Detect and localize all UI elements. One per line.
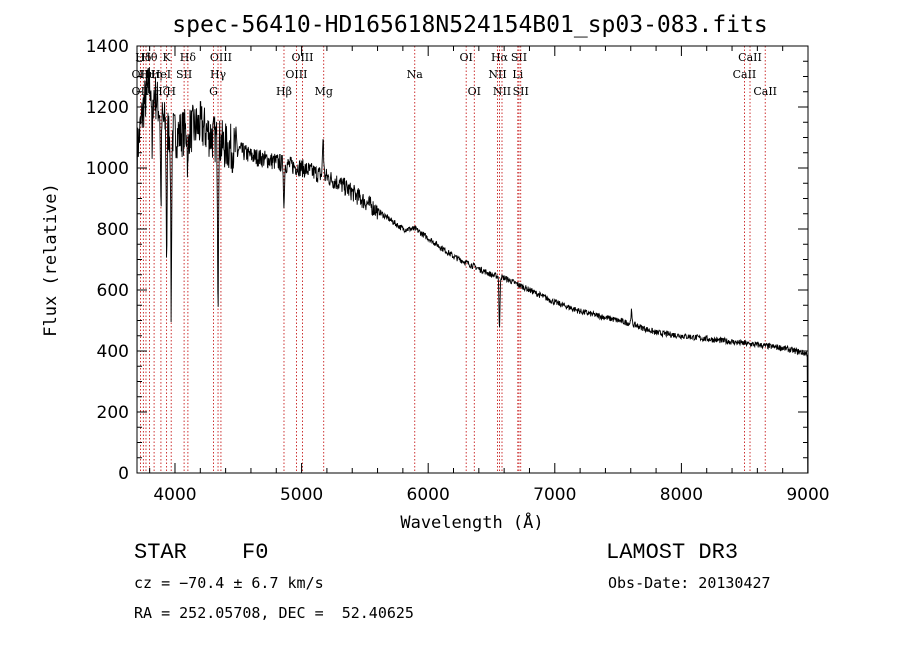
survey-name: LAMOST DR3	[606, 540, 739, 565]
x-axis: 4000 5000 6000 7000 8000 9000	[149, 46, 830, 505]
line-marker-label: G	[209, 85, 218, 98]
line-marker-label: Hθ	[141, 51, 158, 64]
line-marker-label: OII	[132, 68, 150, 81]
line-marker-label: Hβ	[276, 85, 292, 98]
line-marker-label: OIII	[210, 51, 232, 64]
line-marker-label: Hη	[146, 68, 162, 81]
y-tick-label: 200	[97, 403, 129, 423]
line-marker-label: CaII	[753, 85, 777, 98]
object-subclass: F0	[242, 540, 269, 565]
line-marker-label: OI	[459, 51, 472, 64]
x-tick-label: 9000	[786, 485, 829, 505]
x-axis-label: Wavelength (Å)	[400, 511, 543, 533]
y-tick-label: 1200	[86, 98, 129, 118]
line-markers: HδOIIOIIHθHιHηHζKHeIHHδSIIOIIIHγGOIIIOII…	[132, 46, 777, 473]
line-marker-label: Hα	[491, 51, 509, 64]
line-marker-label: SII	[513, 85, 529, 98]
line-marker-label: CaII	[733, 68, 757, 81]
spectrum-line	[136, 67, 809, 474]
line-marker-label: NII	[493, 85, 511, 98]
y-tick-label: 0	[118, 464, 129, 484]
x-tick-label: 5000	[280, 485, 323, 505]
x-tick-label: 8000	[660, 485, 703, 505]
line-marker-label: SII	[511, 51, 527, 64]
x-tick-label: 4000	[153, 485, 196, 505]
line-marker-label: Mg	[315, 85, 333, 98]
spectrum-chart: spec-56410-HD165618N524154B01_sp03-083.f…	[41, 12, 830, 533]
line-marker-label: Na	[407, 68, 424, 81]
line-marker-label: Hγ	[210, 68, 227, 81]
y-axis-label: Flux (relative)	[41, 183, 61, 337]
y-tick-label: 800	[97, 220, 129, 240]
object-class: STAR	[134, 540, 187, 565]
line-marker-label: K	[163, 51, 172, 64]
y-tick-label: 1400	[86, 37, 129, 57]
y-tick-label: 1000	[86, 159, 129, 179]
obs-date: Obs-Date: 20130427	[608, 574, 771, 592]
line-marker-label: NII	[488, 68, 506, 81]
y-tick-label: 400	[97, 342, 129, 362]
y-tick-label: 600	[97, 281, 129, 301]
line-marker-label: H	[166, 85, 176, 98]
x-tick-label: 6000	[407, 485, 450, 505]
line-marker-label: Hδ	[180, 51, 197, 64]
line-marker-label: HeI	[151, 68, 171, 81]
line-marker-label: OIII	[285, 68, 307, 81]
line-marker-label: OI	[468, 85, 481, 98]
line-marker-label: CaII	[738, 51, 762, 64]
line-marker-label: OIII	[291, 51, 313, 64]
line-marker-label: SII	[176, 68, 192, 81]
chart-title: spec-56410-HD165618N524154B01_sp03-083.f…	[172, 12, 767, 38]
y-axis: 0 200 400 600 800 1000 1200 1400	[86, 37, 808, 484]
x-tick-label: 7000	[533, 485, 576, 505]
plot-frame	[136, 45, 809, 474]
coordinates: RA = 252.05708, DEC = 52.40625	[134, 604, 414, 622]
line-marker-label: Li	[512, 68, 523, 81]
redshift-text: cz = −70.4 ± 6.7 km/s	[134, 574, 324, 592]
spectrum-series	[136, 67, 809, 474]
